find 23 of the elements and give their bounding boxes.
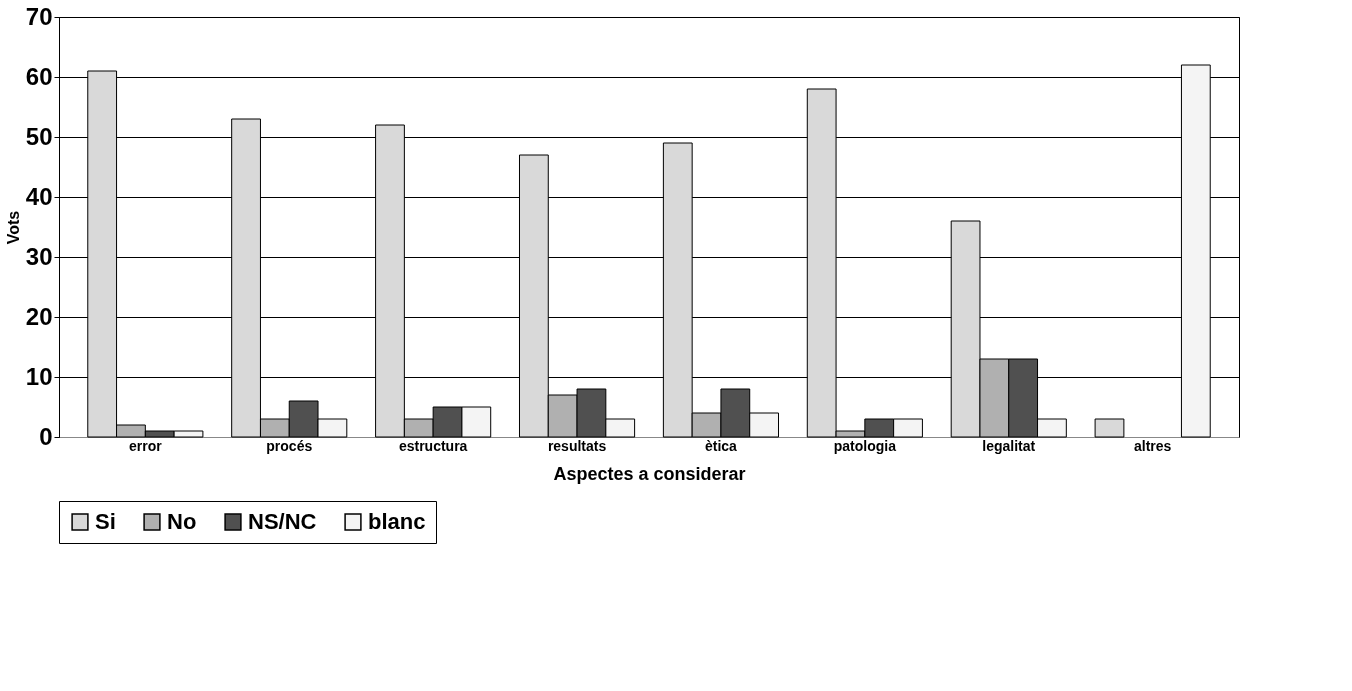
y-tick-label: 40 <box>25 182 53 210</box>
x-tick-label: altres <box>1133 437 1172 454</box>
x-tick-label: resultats <box>547 437 607 454</box>
x-tick-label: ètica <box>704 437 738 454</box>
x-tick-label: error <box>129 437 163 454</box>
y-tick-label: 50 <box>25 122 53 150</box>
legend-label: NS/NC <box>248 509 317 534</box>
y-tick-label: 30 <box>25 242 53 270</box>
y-axis-title: Vots <box>4 210 22 245</box>
y-tick-label: 0 <box>39 422 53 450</box>
y-tick-label: 60 <box>25 62 53 90</box>
legend-label: Si <box>95 509 116 534</box>
x-tick-label: estructura <box>398 437 468 454</box>
legend-label: blanc <box>368 509 426 534</box>
x-tick-label: legalitat <box>982 437 1036 454</box>
x-tick-label: procés <box>266 437 313 454</box>
x-axis-title: Aspectes a considerar <box>553 463 746 484</box>
y-tick-label: 70 <box>25 2 53 30</box>
bar <box>1094 418 1125 438</box>
y-tick-label: 20 <box>25 302 53 330</box>
x-tick-label: patologia <box>833 437 897 454</box>
y-tick-label: 10 <box>25 362 53 390</box>
legend-label: No <box>167 509 197 534</box>
